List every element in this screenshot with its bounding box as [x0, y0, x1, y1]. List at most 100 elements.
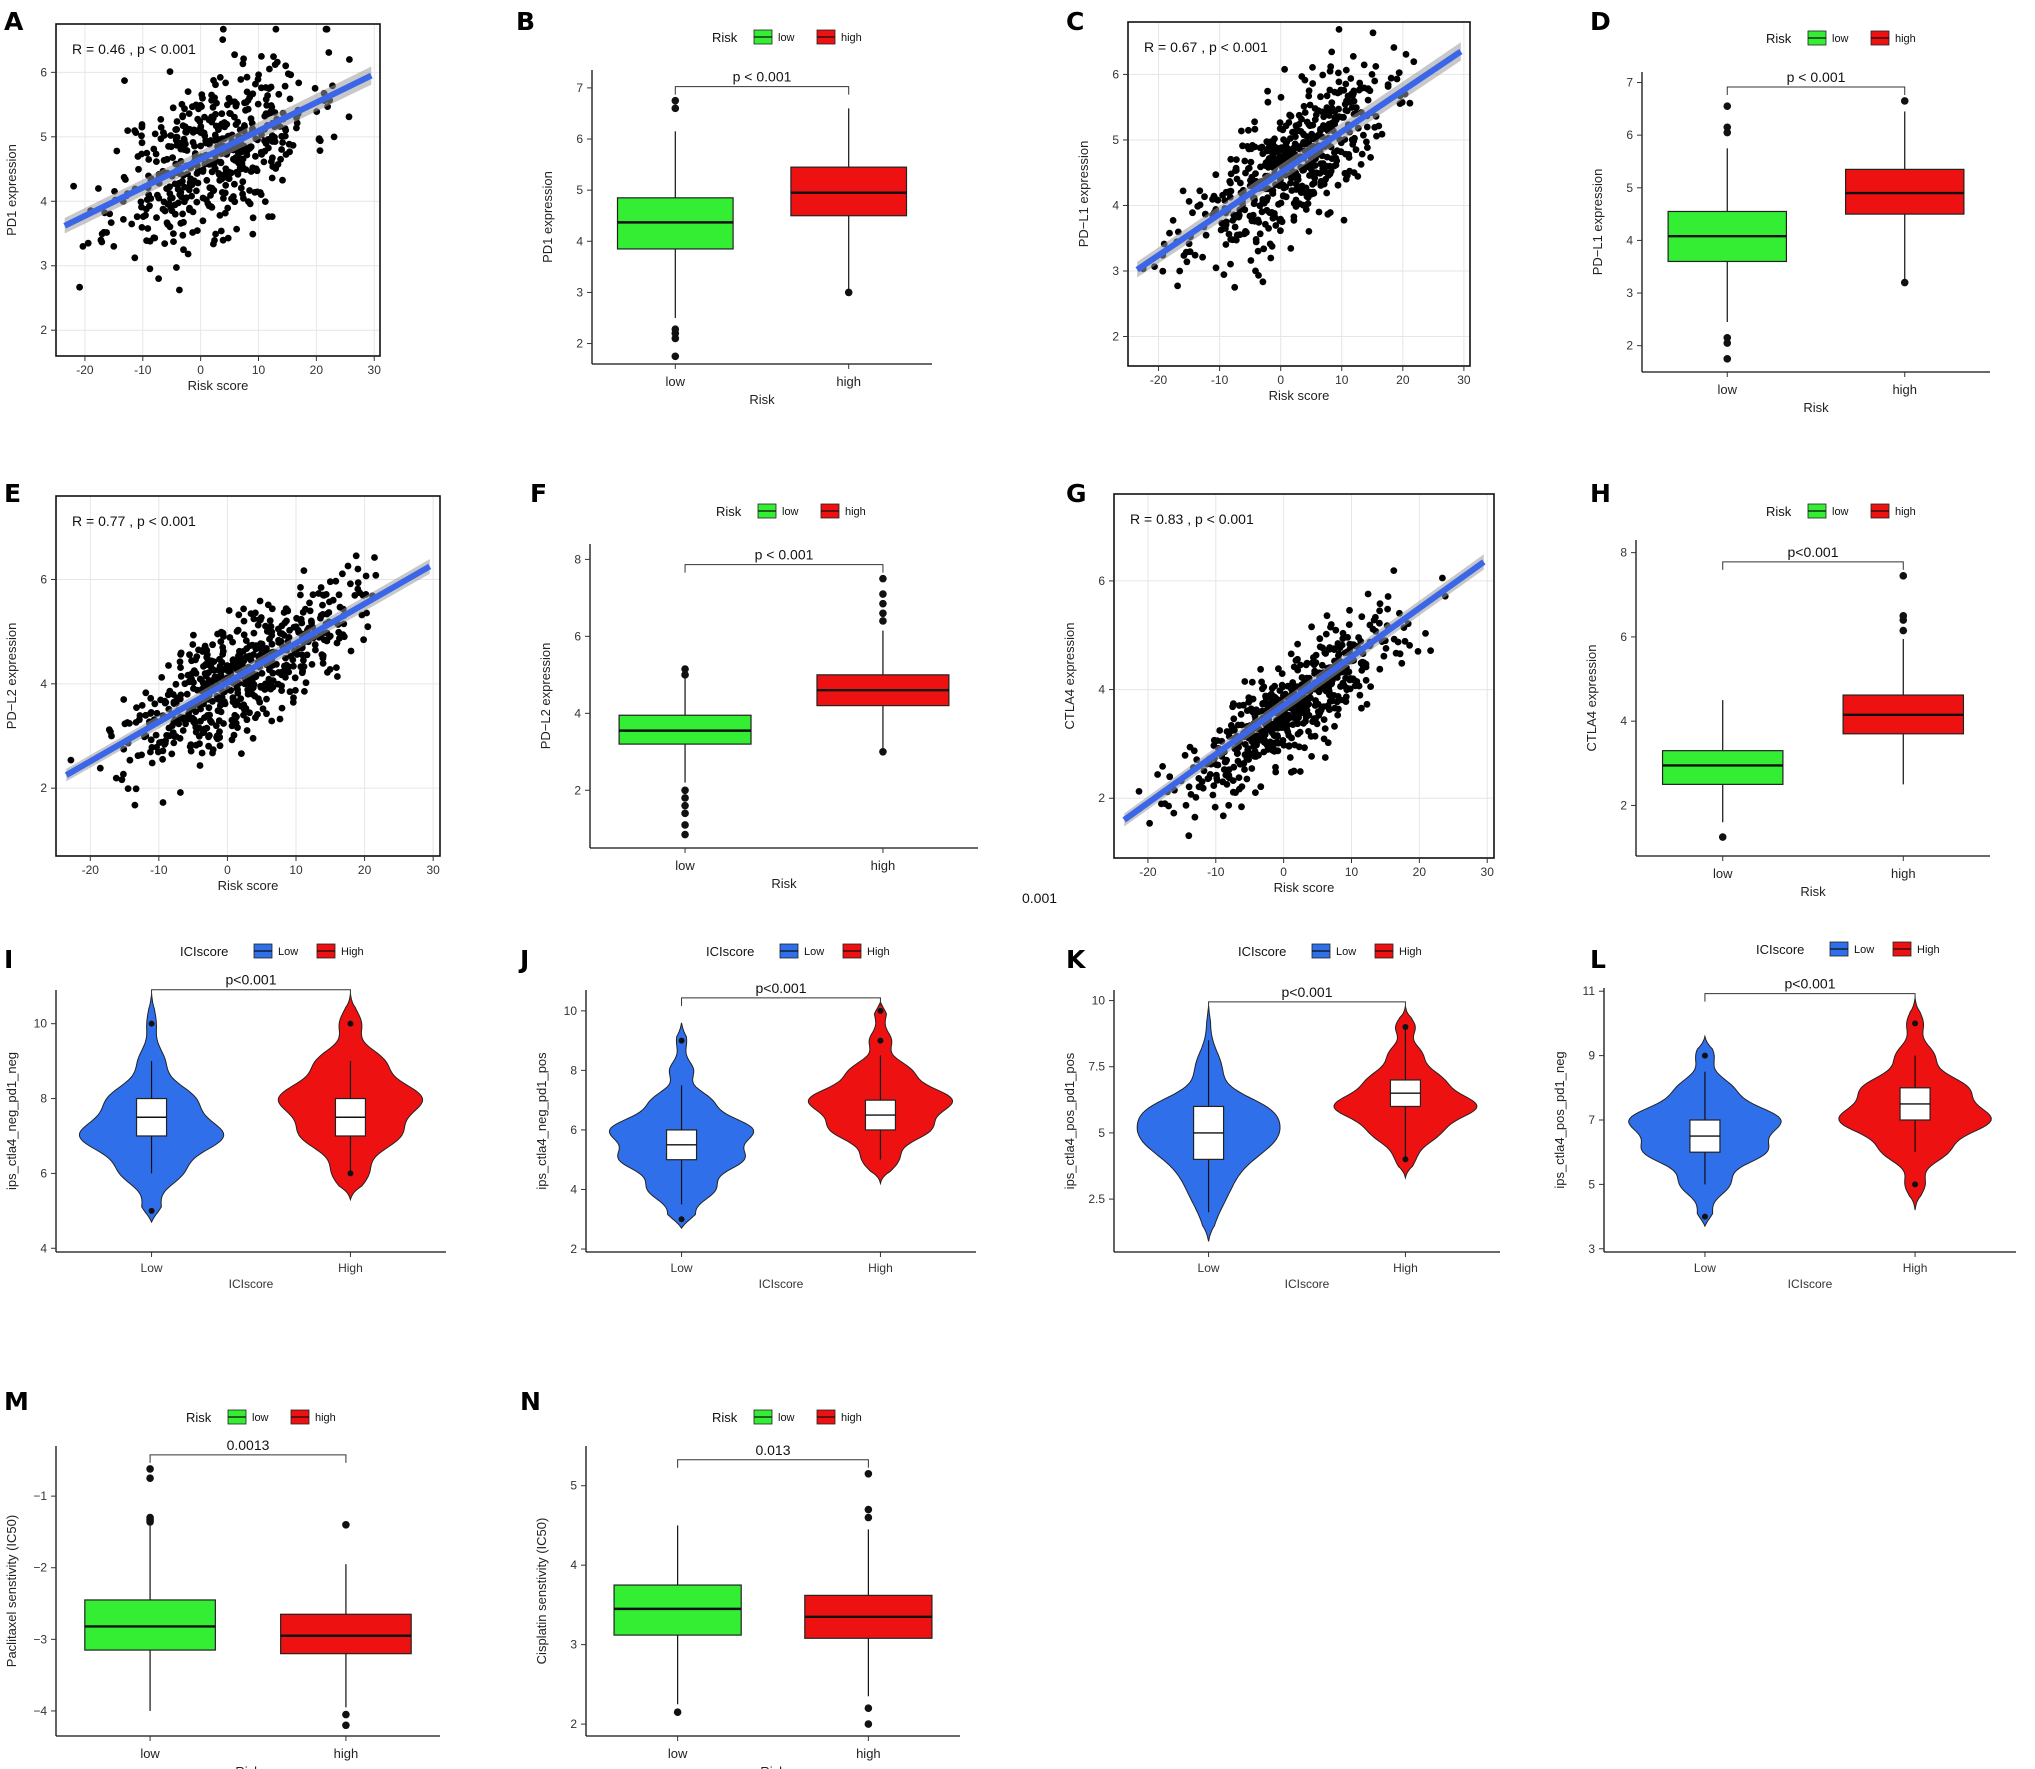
- x-tick-label: high: [334, 1746, 359, 1761]
- data-point: [226, 634, 234, 641]
- data-point: [1234, 757, 1242, 765]
- data-point: [209, 187, 217, 195]
- data-point: [1297, 661, 1304, 669]
- data-point: [1210, 782, 1218, 789]
- data-point: [95, 185, 102, 192]
- data-point: [1230, 715, 1238, 723]
- legend-title: Risk: [1766, 31, 1792, 46]
- x-tick-label: 30: [1457, 373, 1471, 387]
- data-point: [1166, 229, 1173, 237]
- data-point: [67, 756, 75, 764]
- data-point: [221, 209, 229, 217]
- data-point: [211, 673, 219, 681]
- data-point: [174, 185, 182, 193]
- y-tick-label: 6: [1620, 630, 1627, 644]
- y-tick-label: 4: [1620, 714, 1627, 728]
- data-point: [230, 155, 237, 163]
- x-tick-label: high: [836, 374, 861, 389]
- violin-low: [78, 993, 225, 1224]
- data-point: [1322, 630, 1330, 638]
- data-point: [360, 636, 367, 644]
- data-point: [160, 129, 167, 137]
- y-tick-label: 3: [40, 259, 47, 273]
- data-point: [142, 689, 150, 697]
- data-point: [1252, 706, 1260, 714]
- data-point: [1191, 813, 1199, 821]
- p-value-label: p<0.001: [756, 980, 807, 996]
- data-point: [240, 617, 248, 625]
- data-point: [268, 640, 276, 648]
- data-point: [268, 132, 276, 140]
- data-point: [1212, 171, 1220, 179]
- data-point: [219, 236, 227, 244]
- y-axis-title: PD−L2 expression: [4, 623, 19, 730]
- data-point: [1287, 650, 1295, 658]
- data-point: [1257, 665, 1264, 673]
- outlier-point: [879, 574, 887, 583]
- y-tick-label: 3: [1588, 1242, 1595, 1256]
- outlier-point: [146, 1474, 154, 1483]
- data-point: [243, 151, 251, 159]
- data-point: [181, 198, 188, 206]
- data-point: [1342, 66, 1350, 74]
- data-point: [1395, 69, 1403, 77]
- data-point: [1324, 685, 1331, 693]
- y-tick-label: 4: [40, 194, 47, 208]
- data-point: [203, 176, 211, 184]
- y-axis-title: ips_ctla4_neg_pd1_neg: [4, 1052, 19, 1190]
- data-point: [270, 53, 277, 60]
- data-point: [293, 124, 300, 132]
- outlier-point: [671, 325, 680, 334]
- data-point: [1263, 206, 1271, 214]
- data-point: [1214, 196, 1222, 204]
- data-point: [1268, 690, 1275, 698]
- data-point: [153, 709, 161, 717]
- x-axis-title: Risk score: [188, 378, 249, 393]
- data-point: [267, 108, 275, 116]
- data-point: [1294, 640, 1301, 648]
- data-point: [228, 722, 236, 730]
- data-point: [309, 591, 317, 599]
- data-point: [364, 623, 372, 631]
- data-point: [1328, 99, 1336, 106]
- data-point: [232, 121, 240, 128]
- data-point: [258, 150, 266, 158]
- panel-G: G -20 -10 0 10 20 30 2 4 6 CTLA4 expression Risk sc…: [1062, 479, 1495, 895]
- x-tick-label: 30: [426, 863, 440, 877]
- panel-J: J ICIscore Low High Low High 2 4 6 8 10 ips_ctla4_n…: [518, 943, 976, 1291]
- data-point: [316, 147, 324, 155]
- legend-title: Risk: [712, 30, 738, 45]
- data-point: [1195, 775, 1203, 782]
- data-point: [301, 688, 308, 695]
- data-point: [286, 688, 294, 696]
- data-point: [1326, 67, 1334, 75]
- outlier-point: [1912, 1181, 1919, 1188]
- data-point: [329, 596, 337, 604]
- data-point: [246, 143, 254, 151]
- legend-title: Risk: [1766, 504, 1792, 519]
- legend-label: Low: [278, 946, 298, 958]
- data-point: [139, 213, 147, 221]
- data-point: [1276, 119, 1284, 126]
- data-point: [1309, 121, 1317, 129]
- data-point: [179, 727, 187, 734]
- data-point: [1345, 621, 1353, 628]
- data-point: [247, 115, 255, 123]
- outlier-point: [1402, 1024, 1409, 1031]
- data-point: [1402, 50, 1410, 58]
- legend-label: high: [1895, 33, 1916, 45]
- data-point: [1348, 90, 1355, 98]
- panel-L: L ICIscore Low High Low High 3 5 7 9 11 ips_ctla4_p…: [1552, 941, 2016, 1291]
- data-point: [1185, 832, 1193, 840]
- x-axis-title: Risk score: [1269, 388, 1330, 403]
- outlier-point: [681, 671, 689, 679]
- data-point: [1288, 187, 1296, 194]
- data-point: [1169, 217, 1177, 224]
- data-point: [268, 717, 276, 725]
- data-point: [262, 622, 269, 630]
- data-point: [143, 237, 151, 245]
- data-point: [1265, 225, 1272, 232]
- data-point: [317, 584, 325, 591]
- box-body: [280, 1613, 412, 1655]
